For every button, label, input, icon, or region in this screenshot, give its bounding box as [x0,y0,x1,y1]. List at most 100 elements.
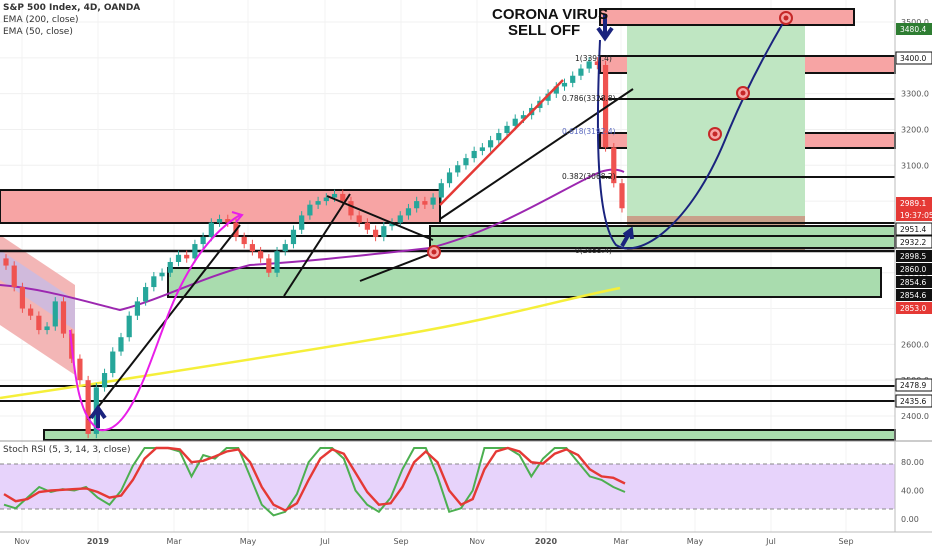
candle [602,60,609,152]
fib-label: 0.618(3192.4) [562,127,616,136]
x-tick-label: Nov [469,537,485,546]
candle [249,239,255,256]
price-label: 2853.0 [896,302,932,314]
price-label: 2951.4 [895,222,932,236]
bounce-arrow-icon [620,226,634,247]
price-label: 19:37:05 [896,209,932,221]
candle [397,211,403,227]
candle [381,221,387,242]
rising-wedge-top [439,79,564,206]
candle [126,311,132,342]
headline-line1: CORONA VIRUS [492,6,609,23]
price-label: 3480.4 [896,23,932,35]
up-arrow-icon [89,404,107,428]
svg-text:2860.0: 2860.0 [900,265,926,274]
candle [208,218,214,242]
candle [290,225,297,249]
chart-legend: S&P 500 Index, 4D, OANDA EMA (200, close… [3,2,140,38]
candle [479,143,485,156]
candle [175,250,182,267]
candle [545,89,551,106]
x-tick-label: Jul [765,537,776,546]
candle [266,254,272,278]
rsi-d-line [3,446,626,512]
candle [299,211,305,235]
svg-text:2898.5: 2898.5 [900,252,926,261]
candle [463,153,469,170]
candle [430,193,436,209]
candle [348,196,354,220]
candle [184,250,190,263]
svg-text:2854.6: 2854.6 [900,291,926,300]
y-tick-label: 3100.0 [901,161,929,170]
candle [487,135,494,152]
target-markers [427,11,793,259]
svg-text:2989.1: 2989.1 [900,199,926,208]
candle [389,218,395,231]
price-labels: 3480.4 3400.0 2989.1 19:37:05 2951.4 2932.2 28… [895,23,932,408]
candle [101,368,108,392]
candle [446,168,453,188]
rsi-tick-label: 80.00 [901,458,924,467]
candle [52,297,58,331]
horizontal-levels [0,55,895,402]
price-label: 2478.9 [895,378,932,392]
price-label: 3400.0 [895,51,932,65]
fib-label: 1(3397.4) [575,54,612,63]
candle [405,203,412,220]
candle [216,214,223,227]
trendlines [87,88,634,421]
candle [143,282,149,306]
rsi-legend: Stoch RSI (5, 3, 14, 3, close) [3,445,131,455]
blue-recovery-curve [596,17,787,250]
candle [200,232,206,249]
candle [455,160,461,177]
candle [118,332,124,356]
candle [134,297,141,321]
candle [77,354,83,385]
candle [3,254,9,270]
x-tick-label: 2020 [535,537,558,546]
rsi-tick-label: 40.00 [901,487,924,496]
rsi-tick-label: 0.00 [901,515,919,524]
candle [307,200,313,220]
fib-labels: 1(3397.4) 0.786(3328.8) 0.618(3192.4) 0.382… [562,54,616,255]
ema200-legend: EMA (200, close) [3,15,79,25]
price-label: 2854.6 [896,276,932,288]
x-axis: Nov 2019 Mar May Jul Sep Nov 2020 Mar May Jul Sep [14,537,853,546]
candle [364,218,370,235]
price-label: 2854.6 [896,289,932,301]
candle [110,347,116,378]
candle [192,239,198,263]
candles [3,57,625,439]
svg-text:2853.0: 2853.0 [900,304,926,313]
x-tick-label: May [687,537,704,546]
magenta-recovery-curve [69,214,241,432]
price-label: 2898.5 [896,250,932,262]
candle [570,71,576,88]
y-tick-label: 2600.0 [901,340,929,349]
candle [422,196,428,209]
x-tick-label: Sep [838,537,853,546]
candle [586,57,592,73]
svg-text:2932.2: 2932.2 [900,238,926,247]
svg-text:2478.9: 2478.9 [900,381,926,390]
candle [561,78,568,91]
svg-text:3480.4: 3480.4 [900,25,926,34]
candle [28,304,34,321]
svg-text:3400.0: 3400.0 [900,54,926,63]
candle [578,64,584,81]
candle [167,257,173,278]
candle [282,239,288,256]
fib-label: 0.786(3328.8) [562,94,616,103]
candle [619,178,625,213]
svg-text:19:37:05: 19:37:05 [900,211,932,220]
candle [504,121,510,138]
candle [159,268,165,281]
svg-text:2951.4: 2951.4 [900,225,926,234]
candle [60,297,67,338]
candle [85,375,91,439]
x-tick-label: Mar [166,537,182,546]
headline-line2: SELL OFF [508,22,581,39]
